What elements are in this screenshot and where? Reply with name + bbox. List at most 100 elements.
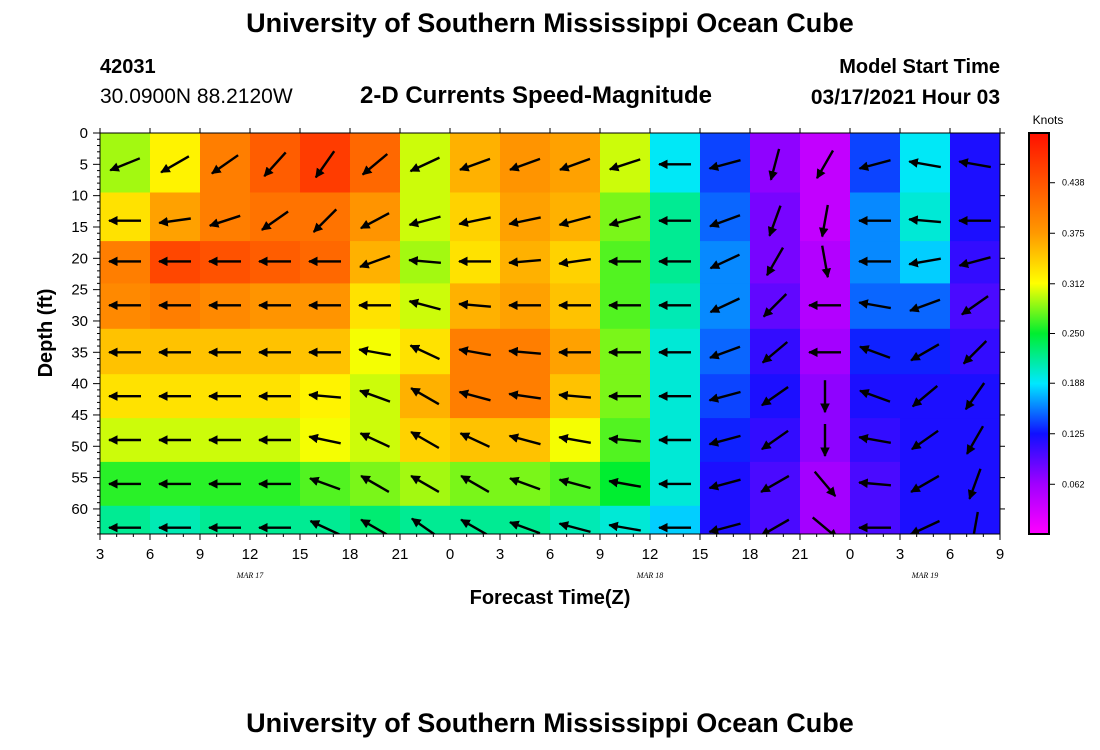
x-tick-label: 3: [96, 546, 104, 563]
heatmap-cell: [500, 505, 551, 534]
y-tick-label: 25: [71, 282, 88, 299]
heatmap-cell: [250, 192, 301, 242]
current-vector-arrow: [558, 433, 592, 444]
current-vector-arrow: [965, 425, 985, 455]
heatmap-cell: [450, 505, 501, 534]
colorbar-tick-label: 0.250: [1062, 329, 1085, 339]
current-vector-arrow: [458, 299, 492, 310]
heatmap-cell: [200, 505, 251, 534]
current-vector-arrow: [312, 208, 338, 233]
current-vector-arrow: [818, 204, 829, 238]
current-vector-arrow: [859, 389, 891, 403]
heatmap-cell: [700, 192, 751, 242]
current-vector-arrow: [460, 474, 490, 493]
current-vector-arrow: [608, 215, 641, 228]
heatmap-cell: [900, 192, 951, 242]
heatmap-field: [100, 133, 1000, 534]
axes: 3 6 9 12 15 18 21 0 3 6 9 12 15 18 21 0 3 6 9 MAR 17 MAR 18 M…: [71, 125, 1005, 580]
current-vector-arrow: [360, 474, 390, 493]
heatmap-cell: [150, 505, 201, 534]
heatmap-cell: [650, 192, 701, 242]
heatmap-cell: [650, 505, 701, 534]
current-vector-arrow: [811, 516, 839, 534]
colorbar-tick-label: 0.375: [1062, 228, 1085, 238]
colorbar-tick-label: 0.062: [1062, 479, 1085, 489]
heatmap-cell: [900, 505, 951, 534]
current-vector-arrow: [158, 216, 191, 227]
current-vector-arrow: [761, 386, 789, 407]
current-vector-arrow: [709, 297, 741, 314]
current-vector-arrow: [409, 156, 441, 173]
current-vector-arrow: [608, 158, 641, 172]
current-vectors: [108, 148, 992, 534]
current-vector-arrow: [458, 389, 491, 402]
current-vector-arrow: [359, 389, 391, 403]
x-tick-label: 9: [196, 546, 204, 563]
colorbar: Knots 0.438 0.375 0.312 0.250 0.188 0.125 0.06…: [1028, 113, 1085, 535]
heatmap-cell: [850, 192, 901, 242]
x-date-label: MAR 17: [236, 571, 264, 580]
x-axis-label: Forecast Time(Z): [470, 587, 631, 609]
current-vector-arrow: [821, 245, 832, 279]
heatmap-cell: [350, 505, 401, 534]
current-vector-arrow: [261, 210, 289, 231]
station-location: 30.0900N 88.2120W: [100, 85, 293, 108]
current-vector-arrow: [410, 387, 440, 406]
x-tick-label: 9: [996, 546, 1004, 563]
x-date-label: MAR 19: [911, 571, 938, 580]
current-vector-arrow: [460, 518, 489, 534]
current-vector-arrow: [608, 521, 642, 532]
current-vector-arrow: [408, 215, 441, 228]
x-tick-label: 21: [392, 546, 409, 563]
current-vector-arrow: [508, 216, 541, 227]
current-vector-arrow: [509, 520, 541, 534]
current-vector-arrow: [309, 519, 341, 534]
heatmap-cell: [150, 192, 201, 242]
current-vector-arrow: [908, 257, 942, 268]
heatmap-cell: [350, 192, 401, 242]
heatmap-cell: [950, 192, 1000, 242]
footer-title: University of Southern Mississippi Ocean…: [246, 708, 854, 738]
current-vector-arrow: [911, 429, 939, 451]
y-tick-label: 60: [71, 501, 88, 518]
current-vector-arrow: [708, 434, 741, 447]
current-vector-arrow: [308, 390, 342, 401]
x-tick-label: 18: [342, 546, 359, 563]
model-start-label: Model Start Time: [839, 56, 1000, 78]
model-start-time: 03/17/2021 Hour 03: [810, 86, 1000, 109]
x-tick-label: 6: [146, 546, 154, 563]
current-vector-arrow: [558, 477, 591, 490]
current-vector-arrow: [410, 474, 440, 493]
current-vector-arrow: [509, 157, 541, 172]
current-vector-arrow: [708, 159, 741, 171]
y-tick-label: 35: [71, 344, 88, 361]
chart-title: 2-D Currents Speed-Magnitude: [360, 82, 713, 109]
current-vector-arrow: [459, 157, 491, 172]
current-vector-arrow: [813, 470, 837, 497]
x-tick-label: 12: [242, 546, 259, 563]
current-vector-arrow: [761, 429, 789, 451]
current-vector-arrow: [909, 519, 941, 534]
current-vector-arrow: [964, 382, 986, 411]
heatmap-cell: [700, 505, 751, 534]
current-vector-arrow: [409, 344, 441, 361]
current-vector-arrow: [858, 478, 892, 489]
heatmap-cell: [450, 192, 501, 242]
current-vector-arrow: [558, 215, 591, 228]
current-vector-arrow: [509, 476, 541, 491]
current-vector-arrow: [958, 256, 991, 269]
x-tick-label: 3: [496, 546, 504, 563]
current-vector-arrow: [709, 253, 741, 270]
current-vector-arrow: [459, 432, 491, 448]
x-tick-label: 18: [742, 546, 759, 563]
x-tick-label: 12: [642, 546, 659, 563]
colorbar-tick-label: 0.188: [1062, 378, 1085, 388]
current-vector-arrow: [410, 430, 440, 450]
current-vector-arrow: [508, 346, 542, 357]
current-vector-arrow: [962, 340, 988, 365]
current-vector-arrow: [360, 212, 390, 230]
heatmap-cell: [950, 133, 1000, 194]
current-vector-arrow: [761, 341, 789, 364]
heatmap-cell: [900, 133, 951, 194]
